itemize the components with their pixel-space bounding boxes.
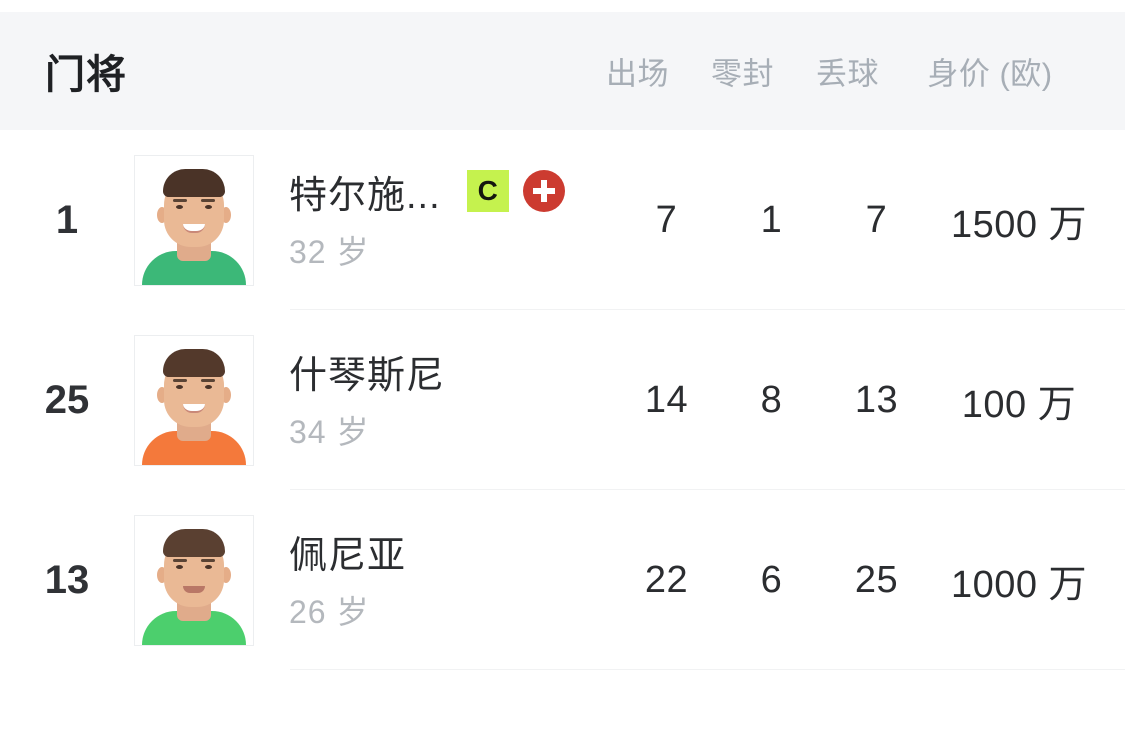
stat-conceded: 7 (865, 198, 888, 241)
brow-right (201, 558, 215, 562)
ear-right (221, 206, 231, 223)
mouth-shape (183, 223, 205, 233)
table-row[interactable]: 1 特尔施... (0, 130, 1125, 310)
row-divider (290, 309, 1125, 310)
column-header-cleansheets[interactable]: 零封 (711, 56, 774, 92)
eye-right (205, 204, 212, 209)
jersey-number: 13 (44, 557, 90, 602)
stat-marketvalue: 100 万 (961, 383, 1077, 426)
ear-left (157, 206, 167, 223)
row-divider (290, 489, 1125, 490)
column-header-group: 出场 零封 丢球 身价 (欧) (585, 49, 1080, 94)
player-name-line: 佩尼亚 (289, 527, 614, 577)
player-photo (134, 514, 254, 646)
jersey-number: 25 (44, 377, 90, 422)
player-name[interactable]: 特尔施... (289, 174, 441, 217)
mouth-shape (183, 403, 205, 413)
player-name-line: 特尔施... C (289, 167, 614, 217)
player-info: 什琴斯尼 34 岁 (289, 347, 614, 453)
player-name[interactable]: 什琴斯尼 (289, 354, 446, 397)
ear-left (157, 386, 167, 403)
portrait-illustration (135, 336, 253, 465)
ear-right (221, 386, 231, 403)
player-row-list: 1 特尔施... (0, 130, 1125, 670)
portrait-illustration (135, 516, 253, 645)
player-info: 佩尼亚 26 岁 (289, 527, 614, 633)
eye-right (205, 384, 212, 389)
eye-right (205, 564, 212, 569)
hair-shape (163, 168, 225, 197)
stat-conceded: 25 (854, 558, 899, 601)
brow-left (173, 378, 187, 382)
player-photo (134, 154, 254, 286)
player-stats: 14 8 13 100 万 (614, 373, 1109, 428)
stat-apps: 7 (655, 198, 678, 241)
player-name[interactable]: 佩尼亚 (289, 534, 407, 577)
ear-right (221, 566, 231, 583)
injury-cross-icon (522, 170, 565, 212)
ear-left (157, 566, 167, 583)
badge-group: C (466, 170, 565, 212)
top-spacer (0, 0, 1125, 12)
stat-cleansheets: 6 (760, 558, 783, 601)
stat-apps: 22 (644, 558, 689, 601)
stat-conceded: 13 (854, 378, 899, 421)
player-age: 32 岁 (289, 234, 370, 270)
column-header-marketvalue[interactable]: 身价 (欧) (927, 56, 1053, 92)
brow-right (201, 198, 215, 202)
stat-apps: 14 (644, 378, 689, 421)
eye-left (176, 384, 183, 389)
table-header-bar: 门将 出场 零封 丢球 身价 (欧) (0, 12, 1125, 130)
brow-right (201, 378, 215, 382)
mouth-shape (183, 585, 205, 593)
player-stats: 22 6 25 1000 万 (614, 553, 1109, 608)
eye-left (176, 204, 183, 209)
stat-cleansheets: 8 (760, 378, 783, 421)
stat-marketvalue: 1500 万 (950, 203, 1088, 246)
stat-marketvalue: 1000 万 (950, 563, 1088, 606)
eye-left (176, 564, 183, 569)
player-name-line: 什琴斯尼 (289, 347, 614, 397)
brow-left (173, 198, 187, 202)
page-title: 门将 (45, 53, 127, 97)
player-age: 26 岁 (289, 594, 370, 630)
captain-badge: C (466, 170, 509, 212)
hair-shape (163, 528, 225, 557)
table-row[interactable]: 13 佩尼亚 (0, 490, 1125, 670)
table-row[interactable]: 25 什琴斯尼 (0, 310, 1125, 490)
stat-cleansheets: 1 (760, 198, 783, 241)
brow-left (173, 558, 187, 562)
column-header-apps[interactable]: 出场 (606, 56, 669, 92)
hair-shape (163, 348, 225, 377)
player-photo (134, 334, 254, 466)
portrait-illustration (135, 156, 253, 285)
player-info: 特尔施... C 32 岁 (289, 167, 614, 273)
jersey-number: 1 (55, 197, 79, 242)
player-age: 34 岁 (289, 414, 370, 450)
row-divider (290, 669, 1125, 670)
player-stats: 7 1 7 1500 万 (614, 193, 1109, 248)
column-header-conceded[interactable]: 丢球 (816, 56, 879, 92)
